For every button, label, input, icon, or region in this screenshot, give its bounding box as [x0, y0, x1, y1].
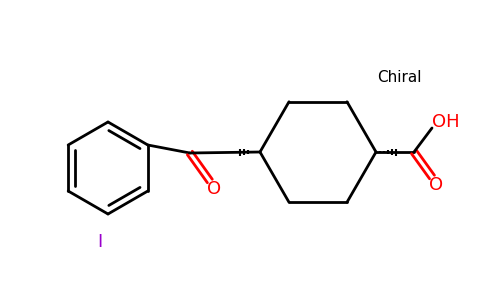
- Text: O: O: [207, 180, 221, 198]
- Text: OH: OH: [432, 113, 460, 131]
- Text: I: I: [97, 233, 103, 251]
- Text: Chiral: Chiral: [377, 70, 421, 85]
- Text: O: O: [429, 176, 443, 194]
